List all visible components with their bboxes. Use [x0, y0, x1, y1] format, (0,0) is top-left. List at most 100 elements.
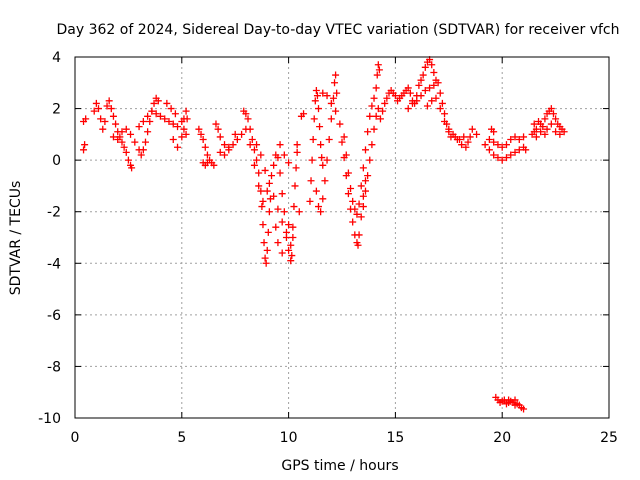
data-point	[221, 151, 229, 159]
data-point	[270, 192, 278, 200]
data-point	[248, 136, 256, 144]
data-point	[112, 120, 120, 128]
data-point	[381, 99, 389, 107]
data-point	[255, 169, 263, 177]
data-point	[541, 115, 549, 123]
data-point	[441, 110, 449, 118]
data-point	[127, 130, 135, 138]
data-point	[368, 102, 376, 110]
data-point	[272, 223, 280, 231]
data-point	[413, 97, 421, 105]
data-point	[432, 94, 440, 102]
data-points	[80, 56, 568, 413]
data-point	[146, 117, 154, 125]
data-point	[199, 136, 207, 144]
data-point	[468, 125, 476, 133]
data-point	[311, 97, 319, 105]
data-point	[366, 156, 374, 164]
data-point	[280, 151, 288, 159]
data-point	[511, 396, 519, 404]
data-point	[321, 177, 329, 185]
data-point	[372, 84, 380, 92]
data-point	[214, 125, 222, 133]
data-point	[274, 239, 282, 247]
data-point	[201, 143, 209, 151]
data-point	[259, 221, 267, 229]
data-point	[169, 120, 177, 128]
data-point	[428, 61, 436, 69]
data-point	[174, 143, 182, 151]
data-point	[466, 133, 474, 141]
data-point	[340, 133, 348, 141]
data-point	[212, 120, 220, 128]
data-point	[453, 136, 461, 144]
data-point	[276, 141, 284, 149]
x-tick-label: 25	[600, 430, 618, 446]
data-point	[203, 159, 211, 167]
data-point	[507, 151, 515, 159]
data-point	[357, 213, 365, 221]
data-point	[547, 105, 555, 113]
data-point	[135, 123, 143, 131]
data-point	[265, 208, 273, 216]
data-point	[174, 123, 182, 131]
data-point	[379, 107, 387, 115]
data-point	[242, 110, 250, 118]
data-point	[406, 89, 414, 97]
data-point	[250, 146, 258, 154]
data-point	[357, 182, 365, 190]
x-tick-label: 0	[71, 430, 80, 446]
data-point	[449, 130, 457, 138]
data-point	[253, 141, 261, 149]
data-point	[552, 115, 560, 123]
data-point	[434, 79, 442, 87]
data-point	[313, 92, 321, 100]
data-point	[535, 117, 543, 125]
data-point	[109, 133, 117, 141]
data-point	[258, 203, 266, 211]
data-point	[344, 169, 352, 177]
data-point	[364, 128, 372, 136]
data-point	[325, 136, 333, 144]
data-point	[375, 66, 383, 74]
data-point	[481, 141, 489, 149]
data-point	[374, 61, 382, 69]
data-point	[515, 146, 523, 154]
data-point	[333, 89, 341, 97]
data-point	[263, 187, 271, 195]
x-tick-label: 5	[177, 430, 186, 446]
data-point	[183, 115, 191, 123]
data-point	[436, 105, 444, 113]
data-point	[274, 205, 282, 213]
data-point	[233, 136, 241, 144]
data-point	[319, 89, 327, 97]
data-point	[180, 125, 188, 133]
data-point	[259, 197, 267, 205]
data-point	[349, 197, 357, 205]
data-point	[344, 190, 352, 198]
data-point	[537, 128, 545, 136]
data-point	[498, 156, 506, 164]
data-point	[203, 151, 211, 159]
data-point	[515, 136, 523, 144]
data-point	[355, 200, 363, 208]
y-axis-label: SDTVAR / TECUs	[8, 181, 24, 296]
data-point	[285, 159, 293, 167]
data-point	[417, 76, 425, 84]
data-point	[408, 99, 416, 107]
data-point	[458, 141, 466, 149]
data-point	[118, 128, 126, 136]
data-point	[141, 138, 149, 146]
data-point	[114, 136, 122, 144]
data-point	[317, 208, 325, 216]
data-point	[359, 164, 367, 172]
data-point	[445, 125, 453, 133]
data-point	[430, 68, 438, 76]
data-point	[370, 94, 378, 102]
grid-lines	[75, 57, 609, 418]
data-point	[225, 143, 233, 151]
data-point	[336, 120, 344, 128]
data-point	[156, 112, 164, 120]
data-point	[122, 148, 130, 156]
